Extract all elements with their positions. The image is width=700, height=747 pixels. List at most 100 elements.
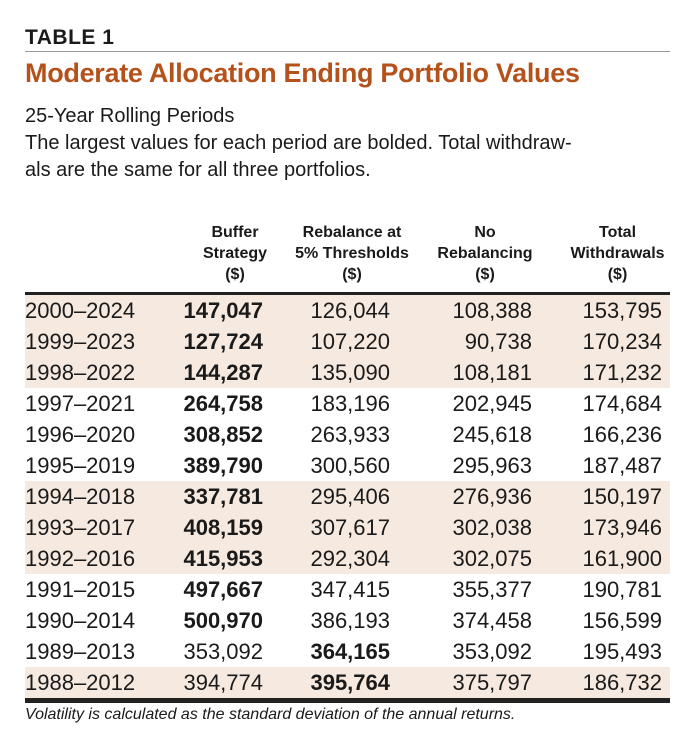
- table-row: 1997–2021 264,758 183,196 202,945 174,684: [25, 388, 670, 419]
- value-cell: 295,406: [310, 484, 390, 509]
- top-divider: [25, 51, 670, 52]
- bottom-divider: [25, 698, 670, 703]
- value-cell: 183,196: [310, 391, 390, 416]
- value-cell: 302,038: [452, 515, 532, 540]
- value-cell: 389,790: [183, 453, 263, 478]
- value-cell: 375,797: [452, 670, 532, 695]
- table-row: 1993–2017 408,159 307,617 302,038 173,946: [25, 512, 670, 543]
- column-header-line: ($): [225, 266, 245, 283]
- period-cell: 1996–2020: [25, 422, 136, 447]
- value-cell: 108,181: [452, 360, 532, 385]
- value-cell: 497,667: [183, 577, 263, 602]
- value-cell: 147,047: [183, 298, 263, 323]
- value-cell: 395,764: [310, 670, 390, 695]
- column-header: Rebalance at 5% Thresholds ($): [287, 222, 417, 285]
- value-cell: 263,933: [310, 422, 390, 447]
- value-cell: 150,197: [582, 484, 662, 509]
- value-cell: 245,618: [452, 422, 532, 447]
- value-cell: 173,946: [582, 515, 662, 540]
- table-label: TABLE 1: [25, 26, 115, 49]
- value-cell: 276,936: [452, 484, 532, 509]
- value-cell: 302,075: [452, 546, 532, 571]
- period-cell: 1994–2018: [25, 484, 136, 509]
- subtitle-block: 25-Year Rolling Periods The largest valu…: [25, 103, 670, 184]
- column-header-line: Withdrawals: [570, 245, 665, 262]
- value-cell: 195,493: [582, 639, 662, 664]
- column-header: No Rebalancing ($): [425, 222, 545, 285]
- value-cell: 126,044: [310, 298, 390, 323]
- column-header-line: ($): [607, 266, 628, 283]
- value-cell: 394,774: [183, 670, 263, 695]
- table-row: 1996–2020 308,852 263,933 245,618 166,236: [25, 419, 670, 450]
- table-row: 2000–2024 147,047 126,044 108,388 153,795: [25, 295, 670, 326]
- description-line: The largest values for each period are b…: [25, 132, 572, 154]
- value-cell: 166,236: [582, 422, 662, 447]
- value-cell: 264,758: [183, 391, 263, 416]
- period-cell: 1990–2014: [25, 608, 136, 633]
- value-cell: 355,377: [452, 577, 532, 602]
- value-cell: 292,304: [310, 546, 390, 571]
- table-row: 1998–2022 144,287 135,090 108,181 171,232: [25, 357, 670, 388]
- value-cell: 307,617: [310, 515, 390, 540]
- table-row: 1999–2023 127,724 107,220 90,738 170,234: [25, 326, 670, 357]
- period-cell: 1989–2013: [25, 639, 136, 664]
- value-cell: 161,900: [582, 546, 662, 571]
- description-line: als are the same for all three portfolio…: [25, 159, 371, 181]
- value-cell: 171,232: [582, 360, 662, 385]
- subtitle: 25-Year Rolling Periods: [25, 105, 235, 127]
- value-cell: 170,234: [582, 329, 662, 354]
- table-row: 1995–2019 389,790 300,560 295,963 187,487: [25, 450, 670, 481]
- value-cell: 500,970: [183, 608, 263, 633]
- table-body: 2000–2024 147,047 126,044 108,388 153,795 199…: [25, 295, 670, 698]
- column-header-line: ($): [475, 266, 495, 283]
- header-divider: [25, 292, 670, 295]
- value-cell: 347,415: [310, 577, 390, 602]
- value-cell: 144,287: [183, 360, 263, 385]
- column-header-line: Buffer: [211, 224, 259, 241]
- table-row: 1988–2012 394,774 395,764 375,797 186,732: [25, 667, 670, 698]
- value-cell: 415,953: [183, 546, 263, 571]
- value-cell: 127,724: [183, 329, 263, 354]
- period-cell: 1993–2017: [25, 515, 136, 540]
- column-header: Buffer Strategy ($): [175, 222, 295, 285]
- period-cell: 1999–2023: [25, 329, 136, 354]
- column-header-line: Rebalancing: [437, 245, 533, 262]
- value-cell: 190,781: [582, 577, 662, 602]
- value-cell: 202,945: [452, 391, 532, 416]
- value-cell: 153,795: [582, 298, 662, 323]
- column-header-line: Strategy: [202, 245, 268, 262]
- column-header-line: 5% Thresholds: [295, 245, 409, 262]
- value-cell: 353,092: [452, 639, 532, 664]
- value-cell: 408,159: [183, 515, 263, 540]
- table-title: Moderate Allocation Ending Portfolio Val…: [25, 58, 580, 88]
- column-header-line: Total: [598, 224, 637, 241]
- value-cell: 135,090: [310, 360, 390, 385]
- value-cell: 174,684: [582, 391, 662, 416]
- value-cell: 108,388: [452, 298, 532, 323]
- value-cell: 364,165: [310, 639, 390, 664]
- period-cell: 1992–2016: [25, 546, 136, 571]
- value-cell: 90,738: [464, 329, 532, 354]
- value-cell: 295,963: [452, 453, 532, 478]
- value-cell: 300,560: [310, 453, 390, 478]
- value-cell: 386,193: [310, 608, 390, 633]
- period-cell: 1998–2022: [25, 360, 136, 385]
- table-row: 1989–2013 353,092 364,165 353,092 195,493: [25, 636, 670, 667]
- period-cell: 1997–2021: [25, 391, 136, 416]
- value-cell: 353,092: [183, 639, 263, 664]
- value-cell: 337,781: [183, 484, 263, 509]
- value-cell: 107,220: [310, 329, 390, 354]
- value-cell: 308,852: [183, 422, 263, 447]
- value-cell: 187,487: [582, 453, 662, 478]
- table-row: 1992–2016 415,953 292,304 302,075 161,900: [25, 543, 670, 574]
- table-row: 1990–2014 500,970 386,193 374,458 156,599: [25, 605, 670, 636]
- table-row: 1994–2018 337,781 295,406 276,936 150,197: [25, 481, 670, 512]
- value-cell: 156,599: [582, 608, 662, 633]
- period-cell: 1995–2019: [25, 453, 136, 478]
- value-cell: 186,732: [582, 670, 662, 695]
- value-cell: 374,458: [452, 608, 532, 633]
- period-cell: 2000–2024: [25, 298, 136, 323]
- column-header-line: Rebalance at: [302, 224, 402, 241]
- column-header-line: No: [474, 224, 496, 241]
- column-header-line: ($): [342, 266, 362, 283]
